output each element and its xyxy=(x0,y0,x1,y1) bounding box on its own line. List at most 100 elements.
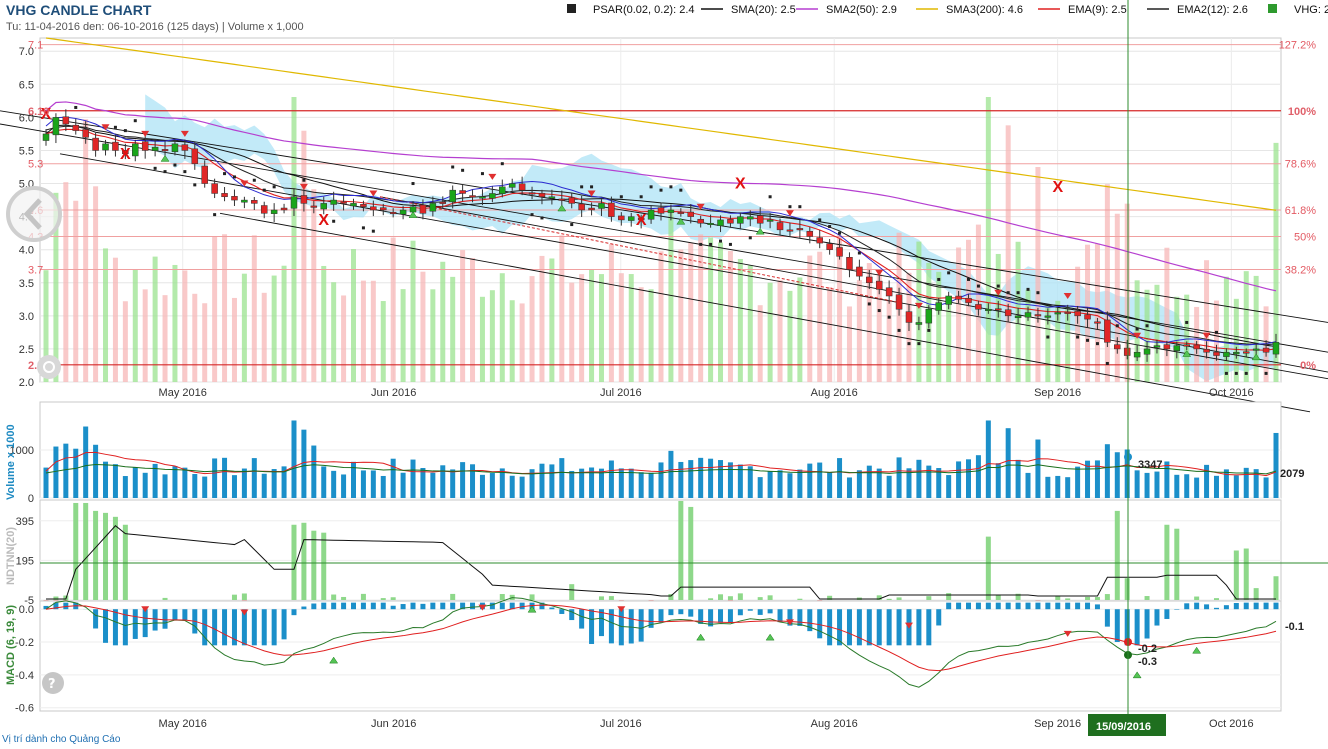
volume-bar xyxy=(112,464,118,498)
psar-dot xyxy=(302,178,306,182)
psar-dot xyxy=(332,219,336,223)
volume-overlay-bar xyxy=(380,301,386,382)
volume-panel[interactable]: 1000 0 Volume x 1000 3347 2079 xyxy=(5,401,1304,505)
volume-overlay-bar xyxy=(400,289,406,382)
candle-body xyxy=(181,144,189,151)
ndtnn-bar xyxy=(321,532,327,600)
macd-panel[interactable]: 0.0 -0.2 -0.4 -0.6 MACD (6, 19, 9) -0.2 -0.… xyxy=(5,597,1304,715)
volume-overlay-bar xyxy=(787,290,793,382)
candle-body xyxy=(459,190,466,194)
candle-body xyxy=(667,209,675,213)
legend-label: SMA3(200): 4.6 xyxy=(946,4,1023,16)
sma200-line xyxy=(45,37,1277,211)
price-tick: 2.0 xyxy=(19,377,34,389)
candle-body xyxy=(161,149,169,152)
psar-dot xyxy=(818,218,822,222)
volume-bar xyxy=(460,462,466,498)
ndtnn-bar xyxy=(1094,597,1100,600)
scroll-left-button[interactable] xyxy=(6,186,62,242)
candle-body xyxy=(657,207,665,214)
ndtnn-bar xyxy=(569,584,575,600)
volume-bar xyxy=(1253,469,1259,498)
ad-placeholder[interactable]: Vị trí dành cho Quảng Cáo xyxy=(2,734,121,745)
psar-dot xyxy=(887,315,891,319)
ndtnn-bar xyxy=(767,595,773,600)
volume-bar xyxy=(241,468,247,498)
volume-bar xyxy=(628,468,634,498)
volume-bar xyxy=(876,468,882,498)
macd-histogram-bar xyxy=(301,606,307,610)
volume-bar xyxy=(142,472,148,498)
ndtnn-bar xyxy=(301,522,307,600)
help-button[interactable]: ? xyxy=(42,672,64,694)
ndtnn-panel[interactable]: 395 195 -5 NDTNN(20) xyxy=(5,499,1282,607)
candle-body xyxy=(1024,312,1032,318)
psar-dot xyxy=(719,239,723,243)
macd-histogram-bar xyxy=(1015,602,1021,610)
volume-tick: 0 xyxy=(28,493,34,505)
macd-histogram-bar xyxy=(370,602,376,610)
candle-body xyxy=(995,308,1002,311)
candle-body xyxy=(241,199,248,203)
ndtnn-tick: 195 xyxy=(16,555,34,567)
psar-dot xyxy=(947,271,951,275)
reset-button[interactable] xyxy=(37,355,61,379)
volume-overlay-bar xyxy=(112,257,118,382)
volume-bar xyxy=(1223,469,1229,498)
candle-body xyxy=(330,199,337,205)
volume-bar xyxy=(688,460,694,498)
ndtnn-bar xyxy=(1194,596,1200,600)
legend-swatch xyxy=(1268,4,1277,13)
volume-bar xyxy=(777,470,783,498)
candle-body xyxy=(766,219,774,222)
psar-dot xyxy=(659,188,663,192)
moving-average-lines xyxy=(45,37,1277,351)
volume-bar xyxy=(162,474,168,498)
crosshair-date-box xyxy=(1088,714,1166,736)
volume-overlay-bar xyxy=(747,265,753,382)
volume-bar xyxy=(529,469,535,498)
up-triangle-icon xyxy=(160,154,170,162)
ndtnn-bar xyxy=(896,597,902,600)
volume-bar xyxy=(301,429,307,498)
psar-dot xyxy=(193,183,197,187)
volume-bar xyxy=(827,472,833,498)
macd-histogram-bar xyxy=(1253,602,1259,610)
ndtnn-bar xyxy=(827,595,833,600)
ndtnn-bar xyxy=(985,536,991,600)
macd-tick: 0.0 xyxy=(19,604,34,616)
macd-histogram-bar xyxy=(718,609,724,623)
macd-histogram-bar xyxy=(995,602,1001,610)
candle-body xyxy=(439,201,447,204)
macd-histogram-bar xyxy=(1144,609,1150,639)
volume-bar xyxy=(866,465,872,498)
volume-overlay-bar xyxy=(727,250,733,382)
volume-overlay-bar xyxy=(479,296,485,382)
volume-bar xyxy=(1104,444,1110,498)
macd-histogram-bar xyxy=(1184,603,1190,610)
macd-histogram-bar xyxy=(668,609,674,616)
up-triangle-icon xyxy=(755,227,765,235)
ndtnn-line-path xyxy=(46,525,1276,600)
macd-histogram-bar xyxy=(440,602,446,610)
volume-overlay-bar xyxy=(529,276,535,382)
candle-body xyxy=(82,129,89,138)
volume-bar xyxy=(1094,460,1100,498)
macd-histogram-bar xyxy=(172,609,178,620)
volume-bar xyxy=(926,465,932,498)
psar-dot xyxy=(1185,320,1189,324)
down-triangle-icon xyxy=(994,289,1003,296)
up-triangle-icon xyxy=(696,633,706,641)
volume-bar xyxy=(132,467,138,498)
macd-histogram-bar xyxy=(132,609,138,639)
psar-dot xyxy=(500,162,504,166)
psar-dot xyxy=(232,175,236,179)
candle-body xyxy=(518,183,526,191)
psar-dot xyxy=(788,205,792,209)
volume-bar xyxy=(698,457,704,498)
volume-overlay-bar xyxy=(311,189,317,382)
ndtnn-bar xyxy=(93,510,99,600)
volume-last-value: 2079 xyxy=(1280,468,1304,480)
